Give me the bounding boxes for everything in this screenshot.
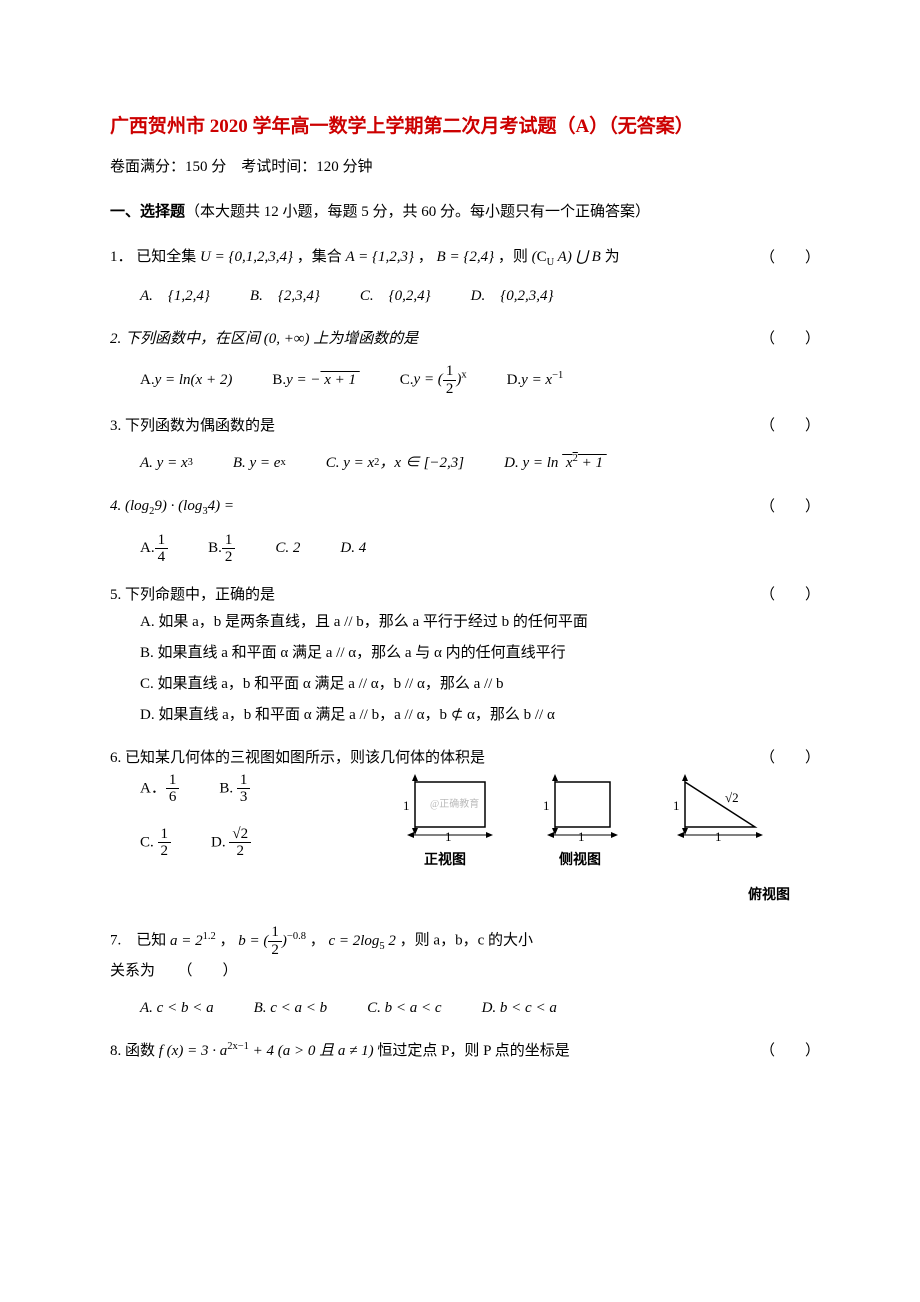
section-name: 一、选择题 <box>110 204 185 220</box>
q5-stem: 5. 下列命题中，正确的是 <box>110 582 275 609</box>
front-view-label: 正视图 <box>424 848 466 873</box>
q1-mid3: ，则 <box>498 249 528 265</box>
question-5: 5. 下列命题中，正确的是 （ ） A. 如果 a，b 是两条直线，且 a //… <box>110 582 820 729</box>
q3-opt-a: A. y = x3 <box>140 450 193 477</box>
question-7: 7. 已知 a = 21.2 ， b = (12)−0.8 ， c = 2log… <box>110 924 820 1022</box>
q8-stem: 8. 函数 f (x) = 3 · a2x−1 + 4 (a > 0 且 a ≠… <box>110 1038 570 1065</box>
svg-text:1: 1 <box>715 829 722 842</box>
three-views-figure: 1 1 @正确教育 正视图 1 <box>390 772 780 873</box>
q7-a-expr: a = 21.2 <box>170 933 216 949</box>
q5-blank: （ ） <box>760 582 820 609</box>
q3-stem: 3. 下列函数为偶函数的是 <box>110 413 275 440</box>
q1-opt-d: D. {0,2,3,4} <box>471 283 554 310</box>
top-view-label: 俯视图 <box>110 883 820 908</box>
q2-stem: 2. 下列函数中，在区间 (0, +∞) 上为增函数的是 <box>110 326 418 353</box>
question-2: 2. 下列函数中，在区间 (0, +∞) 上为增函数的是 （ ） A. y = … <box>110 326 820 397</box>
q1-set-b: B = {2,4} <box>437 249 495 265</box>
svg-text:√2: √2 <box>725 790 739 805</box>
q7-opt-c: C. b < a < c <box>367 995 441 1022</box>
side-view-label: 侧视图 <box>559 848 601 873</box>
svg-text:1: 1 <box>673 798 680 813</box>
q2-opt-b: B. y = − x + 1 <box>272 363 359 397</box>
q4-opt-a: A. 14 <box>140 532 168 566</box>
q7-b-expr: b = (12)−0.8 <box>238 933 306 949</box>
q2-opt-c: C. y = (12)x <box>400 363 467 397</box>
q7-c-expr: c = 2log5 2 <box>328 933 395 949</box>
q1-tail: 为 <box>605 249 620 265</box>
front-view: 1 1 @正确教育 正视图 <box>390 772 500 873</box>
q6-opt-c: C. 12 <box>140 826 171 860</box>
q1-opt-c: C. {0,2,4} <box>360 283 431 310</box>
q7-mid2: ， <box>310 933 325 949</box>
q5-opt-a: A. 如果 a，b 是两条直线，且 a // b，那么 a 平行于经过 b 的任… <box>140 609 820 636</box>
question-3: 3. 下列函数为偶函数的是 （ ） A. y = x3 B. y = ex C.… <box>110 413 820 477</box>
q6-blank: （ ） <box>760 745 820 772</box>
q6-opt-b: B. 13 <box>219 772 250 806</box>
side-view: 1 1 侧视图 <box>530 772 630 873</box>
q5-opt-c: C. 如果直线 a，b 和平面 α 满足 a // α，b // α，那么 a … <box>140 671 820 698</box>
q3-opt-b: B. y = ex <box>233 450 286 477</box>
q7-mid1: ， <box>220 933 235 949</box>
svg-text:1: 1 <box>403 798 410 813</box>
q7-opt-b: B. c < a < b <box>254 995 328 1022</box>
side-view-svg: 1 1 <box>530 772 630 842</box>
q3-opt-d: D. y = ln x2 + 1 <box>504 450 607 477</box>
top-view: 1 1 √2 <box>660 772 780 873</box>
q3-opt-c: C. y = x2，x ∈ [−2,3] <box>326 450 464 477</box>
q4-opt-b: B. 12 <box>208 532 235 566</box>
question-4: 4. (log29) · (log34) = （ ） A. 14 B. 12 C… <box>110 493 820 566</box>
section-note: （本大题共 12 小题，每题 5 分，共 60 分。每小题只有一个正确答案） <box>185 204 650 220</box>
q7-pre: 7. 已知 <box>110 933 166 949</box>
q1-mid2: ， <box>418 249 433 265</box>
exam-meta: 卷面满分：150 分 考试时间：120 分钟 <box>110 154 820 181</box>
q2-opt-d: D. y = x−1 <box>507 363 564 397</box>
q4-stem: 4. (log29) · (log34) = <box>110 493 234 522</box>
question-8: 8. 函数 f (x) = 3 · a2x−1 + 4 (a > 0 且 a ≠… <box>110 1038 820 1065</box>
page-title: 广西贺州市 2020 学年高一数学上学期第二次月考试题（A）（无答案） <box>110 110 820 144</box>
q7-line2: 关系为 （ ） <box>110 958 820 985</box>
section-header: 一、选择题（本大题共 12 小题，每题 5 分，共 60 分。每小题只有一个正确… <box>110 199 820 226</box>
q1-num: 1． <box>110 249 133 265</box>
q1-opt-a: A. {1,2,4} <box>140 283 210 310</box>
q1-mid1: ，集合 <box>297 249 342 265</box>
q5-opt-d: D. 如果直线 a，b 和平面 α 满足 a // b，a // α，b ⊄ α… <box>140 702 820 729</box>
question-6: 6. 已知某几何体的三视图如图所示，则该几何体的体积是 （ ） A．16 B. … <box>110 745 820 908</box>
q4-opt-c: C. 2 <box>275 532 300 566</box>
q1-stem: 已知全集 <box>136 249 196 265</box>
q1-blank: （ ） <box>760 245 820 272</box>
q5-opt-b: B. 如果直线 a 和平面 α 满足 a // α，那么 a 与 α 内的任何直… <box>140 640 820 667</box>
q2-opt-a: A. y = ln(x + 2) <box>140 363 232 397</box>
q1-set-a: A = {1,2,3} <box>346 249 415 265</box>
q4-blank: （ ） <box>760 494 820 521</box>
q8-blank: （ ） <box>760 1038 820 1065</box>
q6-opt-a: A．16 <box>140 772 179 806</box>
front-view-svg: 1 1 @正确教育 <box>390 772 500 842</box>
q1-expr: (CU A) ⋃ B <box>532 249 601 265</box>
q3-blank: （ ） <box>760 413 820 440</box>
question-1: 1． 已知全集 U = {0,1,2,3,4} ，集合 A = {1,2,3} … <box>110 244 820 310</box>
q7-opt-d: D. b < c < a <box>482 995 557 1022</box>
svg-text:1: 1 <box>543 798 550 813</box>
q2-blank: （ ） <box>760 326 820 353</box>
q1-set-u: U = {0,1,2,3,4} <box>200 249 293 265</box>
svg-text:@正确教育: @正确教育 <box>430 797 479 810</box>
q6-opt-d: D. √22 <box>211 826 251 860</box>
q7-opt-a: A. c < b < a <box>140 995 214 1022</box>
q4-opt-d: D. 4 <box>340 532 366 566</box>
q1-opt-b: B. {2,3,4} <box>250 283 320 310</box>
svg-text:1: 1 <box>445 829 452 842</box>
q6-stem: 6. 已知某几何体的三视图如图所示，则该几何体的体积是 <box>110 745 485 772</box>
svg-text:1: 1 <box>578 829 585 842</box>
q7-tail: ，则 a，b，c 的大小 <box>400 933 533 949</box>
top-view-svg: 1 1 √2 <box>660 772 780 842</box>
